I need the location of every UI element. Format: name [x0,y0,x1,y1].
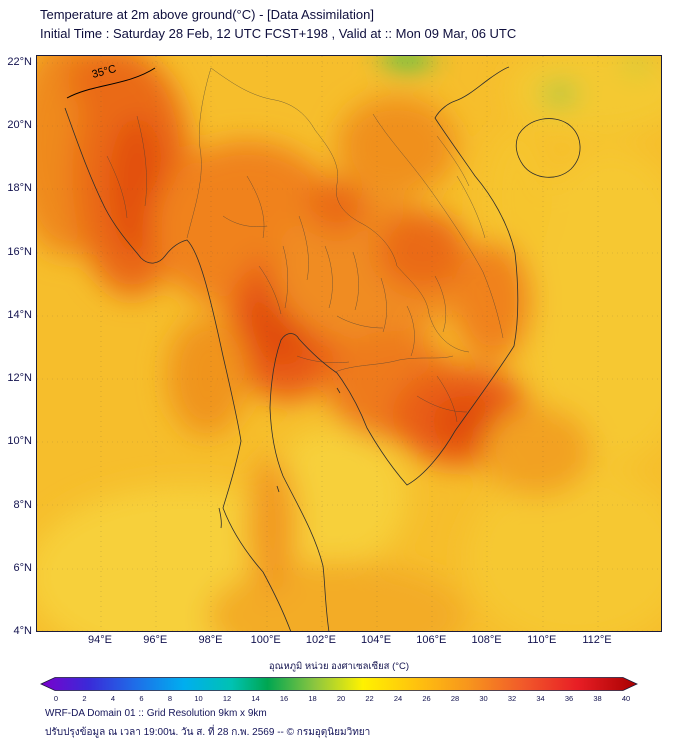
admin-borders [106,67,504,423]
footer-domain-info: WRF-DA Domain 01 :: Grid Resolution 9km … [45,708,267,719]
colorbar-gradient-bar [40,677,638,691]
footer-update-info: ปรับปรุงข้อมูล ณ เวลา 19:00น. วัน ส. ที่… [45,727,371,738]
hainan-island [515,118,581,178]
grid-lines [37,56,661,631]
temperature-map: 35°C [37,56,661,631]
coastline [64,66,581,631]
temperature-field [37,56,661,631]
longitude-axis: 94°E 96°E 98°E 100°E 102°E 104°E 106°E 108°E 110… [88,634,612,646]
colorbar-ticks: 0 2 4 6 8 10 12 14 16 18 20 22 24 26 28 30 32 34 36 38 40 [53,694,631,703]
colorbar-title: อุณหภูมิ หน่วย องศาเซลเซียส (°C) [268,661,410,672]
page-subtitle: Initial Time : Saturday 28 Feb, 12 UTC F… [40,26,517,41]
colorbar [40,677,638,691]
map-panel: 35°C [36,55,662,632]
page-title: Temperature at 2m above ground(°C) - [Da… [40,7,374,22]
latitude-axis: 22°N 20°N 18°N 16°N 14°N 12°N 10°N 8°N 6°N 4°N [7,56,32,637]
contour-line [66,67,156,99]
